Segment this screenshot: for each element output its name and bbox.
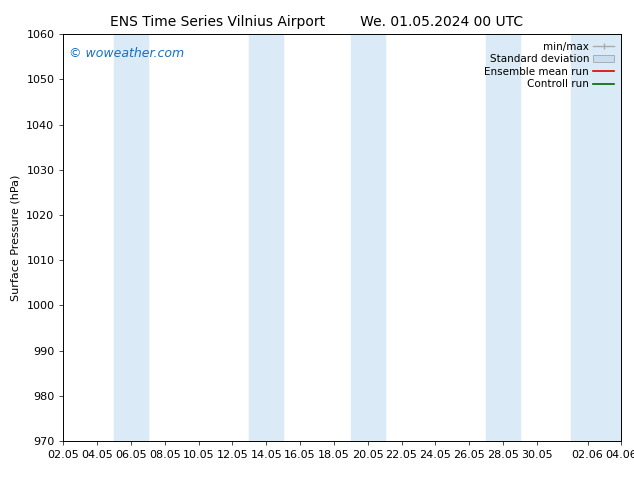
Bar [571, 34, 621, 441]
Text: © woweather.com: © woweather.com [69, 47, 184, 59]
Y-axis label: Surface Pressure (hPa): Surface Pressure (hPa) [11, 174, 21, 301]
Text: ENS Time Series Vilnius Airport        We. 01.05.2024 00 UTC: ENS Time Series Vilnius Airport We. 01.0… [110, 15, 524, 29]
Bar [114, 34, 148, 441]
Bar [249, 34, 283, 441]
Bar [486, 34, 520, 441]
Legend: min/max, Standard deviation, Ensemble mean run, Controll run: min/max, Standard deviation, Ensemble me… [482, 40, 616, 92]
Bar [351, 34, 385, 441]
